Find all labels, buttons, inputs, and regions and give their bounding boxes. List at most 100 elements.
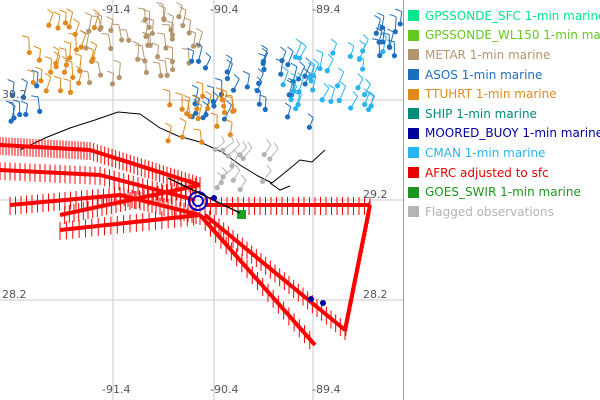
station-dot <box>225 153 231 159</box>
wind-barb-flag <box>167 12 174 17</box>
wind-barb-flag <box>146 17 154 21</box>
legend-item-cman[interactable]: CMAN 1-min marine <box>408 143 600 163</box>
legend-item-moored-buoy[interactable]: MOORED_BUOY 1-min marine <box>408 124 600 144</box>
aircraft-track <box>0 143 91 152</box>
wind-barb-flag <box>195 81 203 85</box>
wind-barb-flag <box>151 42 159 46</box>
station-dot <box>211 195 217 201</box>
station-dot <box>267 156 273 162</box>
station-dot <box>237 152 243 158</box>
station-dot <box>308 78 314 84</box>
aircraft-track <box>99 173 196 202</box>
station-dot <box>256 101 262 107</box>
legend-swatch <box>408 29 419 41</box>
station-dot <box>202 65 209 71</box>
station-dot <box>373 30 379 36</box>
aircraft-track <box>198 213 317 347</box>
wind-barb-flag <box>137 7 145 10</box>
wind-barb-flag <box>193 94 200 99</box>
station-dot <box>98 24 104 31</box>
wind-barb-flag <box>308 60 315 66</box>
station-dot <box>308 296 314 302</box>
station-dot <box>380 39 386 45</box>
wind-barb-map[interactable]: -91.4 -90.4 -89.4 -91.4 -90.4 -89.4 30.2… <box>0 0 404 400</box>
legend-item-afrc[interactable]: AFRC adjusted to sfc <box>408 163 600 183</box>
station-dot <box>347 53 354 59</box>
wind-barb-flag <box>179 117 187 123</box>
station-dot <box>179 134 185 140</box>
wind-barb-flag <box>21 35 29 38</box>
station-dot <box>214 185 220 191</box>
station-dot <box>83 45 89 51</box>
wind-barb-flag <box>295 38 302 44</box>
station-dot <box>221 103 227 109</box>
wind-barb-flag <box>106 16 113 21</box>
station-dot <box>70 74 76 81</box>
station-dot <box>53 60 59 66</box>
wind-barb-flag <box>300 41 307 48</box>
wind-barb-flag <box>94 12 102 17</box>
station-dot <box>200 115 206 121</box>
station-dot <box>324 68 330 74</box>
station-dot <box>212 146 218 153</box>
station-dot <box>328 98 334 105</box>
lat-label-left-2: 28.2 <box>2 288 27 301</box>
station-dot <box>211 103 217 109</box>
wind-barb-flag <box>257 68 264 74</box>
station-dot <box>169 32 176 38</box>
legend-item-metar[interactable]: METAR 1-min marine <box>408 45 600 65</box>
flight-path-segment <box>167 177 241 214</box>
station-dot <box>195 58 202 64</box>
station-dot <box>72 31 78 37</box>
wind-barb-flag <box>357 73 364 79</box>
wind-barb-flag <box>365 78 371 85</box>
wind-barb-flag <box>280 46 287 52</box>
legend-item-ttuhrt[interactable]: TTUHRT 1-min marine <box>408 84 600 104</box>
wind-barb-flag <box>181 47 189 51</box>
wind-barb-flag <box>362 34 369 40</box>
station-dot <box>37 108 43 114</box>
wind-barb-flag <box>389 13 397 18</box>
legend-label: GOES_SWIR 1-min marine <box>425 185 581 200</box>
legend-swatch <box>408 127 419 139</box>
aircraft-track <box>89 148 201 187</box>
lon-label-bottom-1: -91.4 <box>102 383 130 396</box>
legend-item-gpssonde-sfc[interactable]: GPSSONDE_SFC 1-min marine <box>408 6 600 26</box>
legend-item-ship[interactable]: SHIP 1-min marine <box>408 104 600 124</box>
station-dot <box>169 36 175 42</box>
station-dot <box>169 59 176 65</box>
station-dot <box>368 103 374 109</box>
legend-item-flagged[interactable]: Flagged observations <box>408 202 600 222</box>
wind-barb-flag <box>266 139 272 146</box>
wind-barb-flag <box>214 77 222 81</box>
legend-item-gpssonde-wl150[interactable]: GPSSONDE_WL150 1-min marine <box>408 26 600 46</box>
wind-barb-staff <box>186 98 191 114</box>
wind-barb-flag <box>290 62 298 68</box>
wind-barb-flag <box>225 119 233 123</box>
wind-barb-flag <box>387 28 394 33</box>
lon-label-bottom-2: -90.4 <box>210 383 238 396</box>
wind-barb-flag <box>101 32 109 35</box>
aircraft-track <box>203 213 347 332</box>
wind-barb-flag <box>61 55 69 61</box>
wind-barb-staff <box>298 76 305 92</box>
wind-barb-staff <box>226 63 233 79</box>
legend-item-asos[interactable]: ASOS 1-min marine <box>408 65 600 85</box>
wind-barb-flag <box>12 99 20 103</box>
wind-barb-flag <box>206 85 214 89</box>
wind-barb-flag <box>287 46 294 52</box>
wind-barb-flag <box>165 45 173 49</box>
station-dot <box>62 20 69 26</box>
station-dot <box>63 62 69 68</box>
legend-item-goes-swir[interactable]: GOES_SWIR 1-min marine <box>408 182 600 202</box>
wind-barb-flag <box>261 47 269 54</box>
station-dot <box>126 37 132 43</box>
station-dot <box>57 88 64 94</box>
wind-barb-flag <box>140 20 148 24</box>
wind-barb-flag <box>371 38 380 41</box>
wind-barb-flag <box>165 122 172 127</box>
wind-barb-flag <box>348 41 355 47</box>
legend-label: TTUHRT 1-min marine <box>425 87 557 102</box>
station-dot <box>336 97 342 104</box>
station-dot <box>219 97 225 103</box>
